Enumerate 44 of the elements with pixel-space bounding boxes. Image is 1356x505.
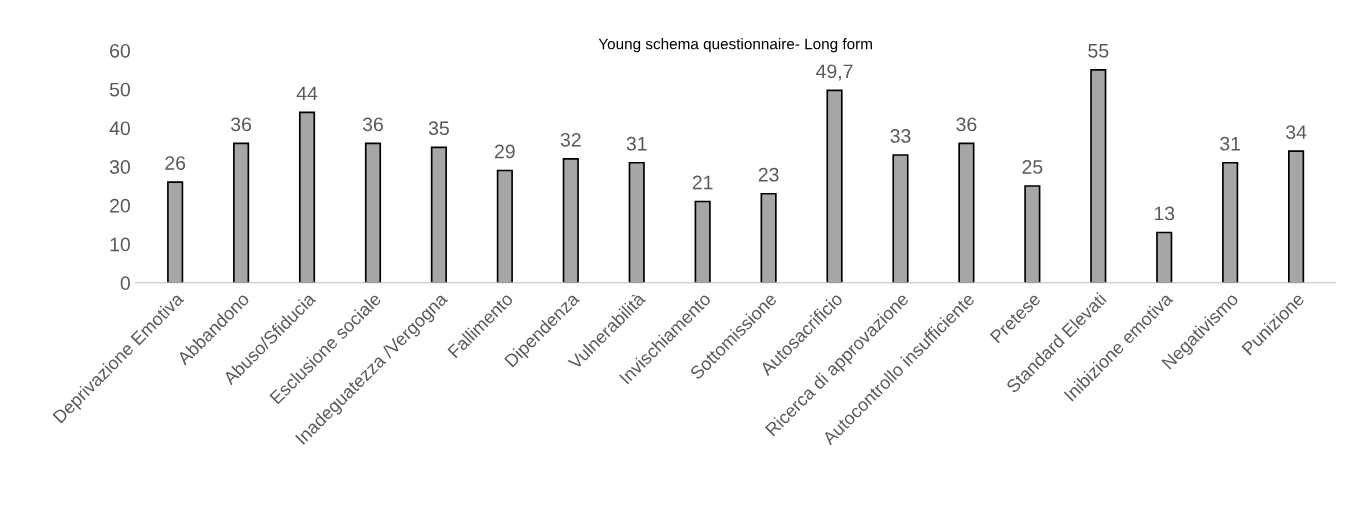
bar [298, 111, 316, 283]
data-label: 44 [296, 86, 318, 101]
bar [628, 161, 645, 283]
y-tick-label: 30 [109, 160, 130, 174]
data-label: 31 [626, 136, 647, 151]
chart-title: Young schema questionnaire- Long form [598, 38, 872, 53]
data-label: 35 [428, 121, 449, 136]
bar [496, 169, 513, 283]
data-label: 21 [692, 175, 713, 190]
data-label: 34 [1286, 125, 1307, 139]
data-label: 49,7 [816, 64, 853, 81]
bar [1222, 161, 1239, 283]
bar [892, 154, 909, 283]
bar [1156, 231, 1173, 283]
data-label: 31 [1220, 136, 1241, 151]
y-tick-label: 50 [109, 82, 130, 97]
y-tick-label: 0 [120, 276, 130, 291]
data-label: 33 [890, 129, 911, 143]
data-label: 13 [1154, 206, 1175, 221]
data-label: 55 [1088, 44, 1109, 58]
data-label: 29 [495, 144, 515, 159]
bar [1024, 185, 1041, 283]
bar [167, 181, 184, 283]
y-tick-label: 20 [110, 198, 130, 213]
data-label: 36 [956, 117, 977, 132]
bar [1288, 150, 1305, 283]
bar [826, 89, 843, 283]
data-label: 32 [560, 132, 581, 147]
bar [694, 200, 711, 283]
y-tick-label: 10 [110, 237, 130, 252]
bar [364, 142, 382, 283]
bar [958, 142, 975, 283]
bar [1090, 69, 1107, 283]
bar [760, 192, 777, 283]
data-label: 25 [1022, 160, 1043, 174]
y-tick-label: 60 [110, 43, 130, 58]
data-label: 36 [231, 117, 252, 132]
data-label: 26 [165, 156, 186, 170]
bar [562, 158, 579, 283]
data-label: 36 [362, 117, 383, 132]
bar [430, 146, 447, 283]
bar [233, 142, 250, 283]
data-label: 23 [758, 167, 779, 182]
y-tick-label: 40 [109, 121, 130, 136]
